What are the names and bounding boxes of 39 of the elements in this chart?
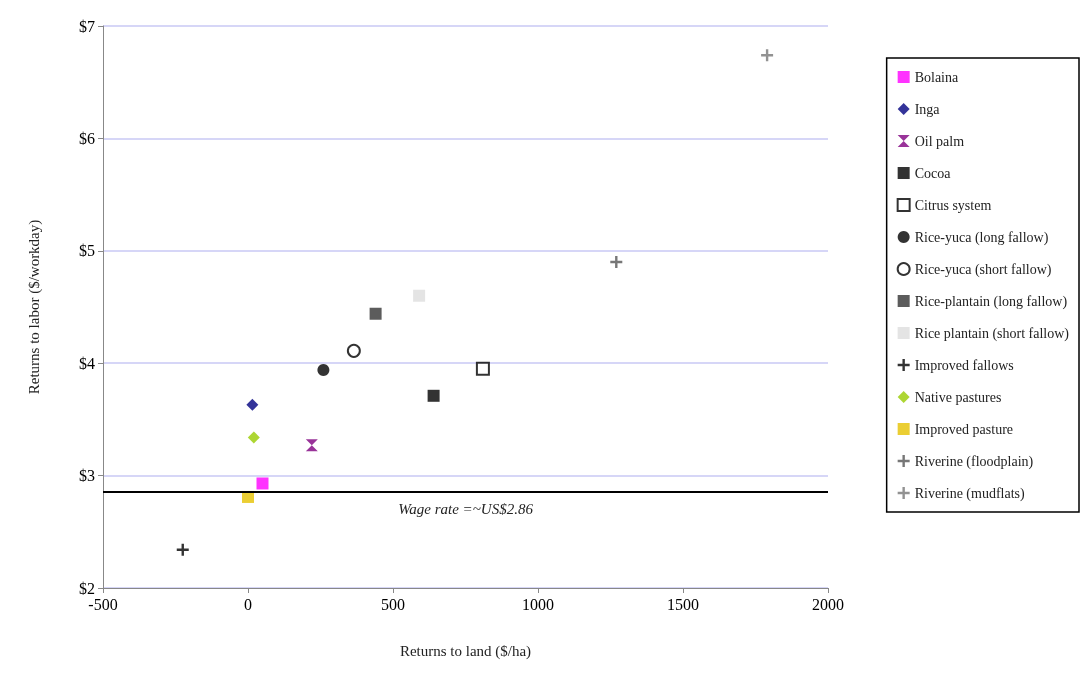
legend-label: Native pastures — [914, 389, 1002, 405]
y-tick-label: $6 — [79, 129, 95, 147]
y-tick-label: $4 — [79, 354, 95, 372]
legend-label: Rice-yuca (long fallow) — [914, 229, 1049, 246]
point — [427, 389, 440, 402]
legend-label: Improved pasture — [914, 421, 1014, 437]
point — [475, 361, 490, 376]
legend-label: Improved fallows — [914, 357, 1014, 373]
x-axis-title: Returns to land ($/ha) — [399, 642, 532, 660]
point — [256, 477, 269, 490]
x-tick-label: 1000 — [522, 595, 554, 613]
legend-label: Rice plantain (short fallow) — [914, 325, 1070, 342]
legend-label: Riverine (floodplain) — [914, 453, 1034, 470]
ref-line-label: Wage rate =~US$2.86 — [398, 500, 534, 517]
legend-label: Oil palm — [914, 133, 965, 149]
legend-label: Cocoa — [914, 165, 952, 181]
legend-label: Rice-yuca (short fallow) — [914, 261, 1052, 278]
legend-label: Riverine (mudflats) — [914, 485, 1026, 502]
x-tick-label: 1500 — [667, 595, 699, 613]
legend-label: Rice-plantain (long fallow) — [914, 293, 1068, 310]
point — [305, 439, 318, 452]
point — [413, 289, 426, 302]
point — [369, 307, 382, 320]
x-tick-label: 0 — [244, 595, 252, 613]
y-tick-label: $2 — [79, 579, 95, 597]
y-tick-label: $3 — [79, 467, 95, 485]
x-tick-label: 500 — [381, 595, 405, 613]
x-tick-label: 2000 — [812, 595, 844, 613]
point — [346, 343, 361, 358]
point — [247, 431, 260, 444]
legend-label: Citrus system — [914, 197, 992, 213]
legend-label: Bolaina — [914, 69, 959, 85]
y-axis-title: Returns to labor ($/workday) — [25, 219, 43, 395]
legend-label: Inga — [914, 101, 941, 117]
point — [317, 363, 330, 376]
y-tick-label: $7 — [79, 17, 95, 35]
point — [246, 398, 259, 411]
x-tick-label: -500 — [88, 595, 118, 613]
y-tick-label: $5 — [79, 242, 95, 260]
